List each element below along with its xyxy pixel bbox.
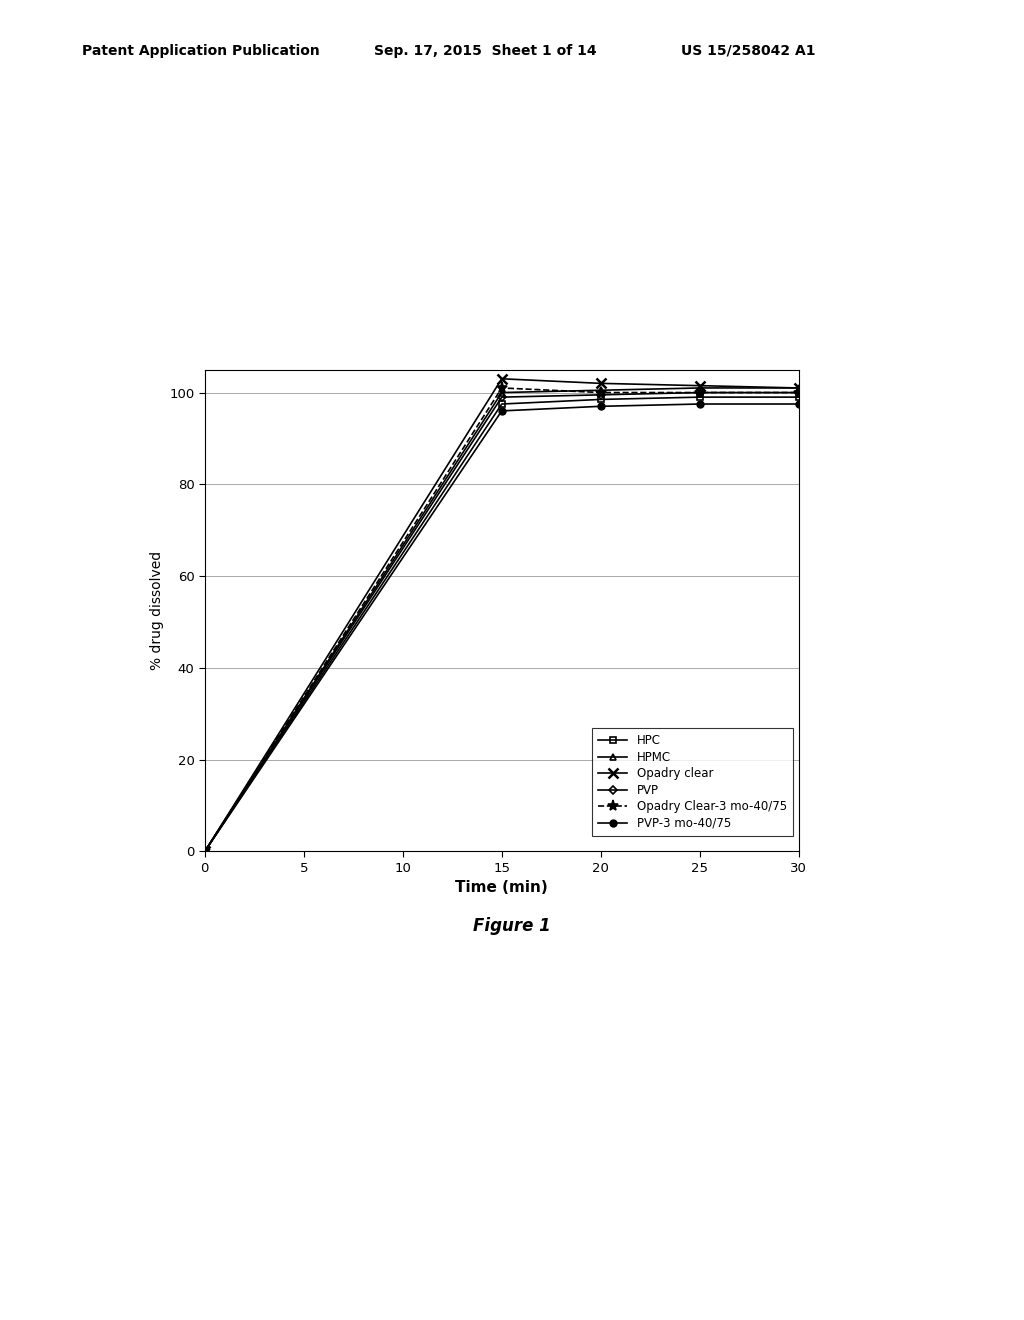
HPC: [199, 843, 211, 859]
PVP: [496, 389, 508, 405]
Legend: HPC, HPMC, Opadry clear, PVP, Opadry Clear-3 mo-40/75, PVP-3 mo-40/75: HPC, HPMC, Opadry clear, PVP, Opadry Cle…: [592, 729, 793, 836]
Text: Figure 1: Figure 1: [473, 917, 551, 936]
HPMC: [793, 380, 805, 396]
HPMC: [693, 380, 706, 396]
PVP-3 mo-40/75: [199, 843, 211, 859]
Text: Sep. 17, 2015  Sheet 1 of 14: Sep. 17, 2015 Sheet 1 of 14: [374, 44, 596, 58]
Text: US 15/258042 A1: US 15/258042 A1: [681, 44, 815, 58]
PVP-3 mo-40/75: [693, 396, 706, 412]
Opadry clear: [595, 375, 607, 391]
HPMC: [595, 383, 607, 399]
HPMC: [199, 843, 211, 859]
PVP-3 mo-40/75: [595, 399, 607, 414]
PVP: [693, 384, 706, 400]
PVP: [793, 384, 805, 400]
X-axis label: Time (min): Time (min): [456, 880, 548, 895]
Line: Opadry Clear-3 mo-40/75: Opadry Clear-3 mo-40/75: [200, 383, 804, 857]
Line: Opadry clear: Opadry clear: [200, 374, 804, 857]
HPC: [496, 396, 508, 412]
Opadry Clear-3 mo-40/75: [199, 843, 211, 859]
Line: HPMC: HPMC: [202, 384, 802, 855]
Line: PVP: PVP: [202, 389, 802, 854]
Opadry Clear-3 mo-40/75: [595, 384, 607, 400]
HPC: [693, 389, 706, 405]
HPC: [595, 392, 607, 408]
Y-axis label: % drug dissolved: % drug dissolved: [150, 550, 164, 671]
PVP-3 mo-40/75: [793, 396, 805, 412]
Line: PVP-3 mo-40/75: PVP-3 mo-40/75: [202, 400, 802, 855]
HPC: [793, 389, 805, 405]
Text: Patent Application Publication: Patent Application Publication: [82, 44, 319, 58]
PVP: [199, 843, 211, 859]
Opadry Clear-3 mo-40/75: [496, 380, 508, 396]
PVP-3 mo-40/75: [496, 403, 508, 418]
Line: HPC: HPC: [202, 393, 802, 855]
PVP: [595, 387, 607, 403]
Opadry Clear-3 mo-40/75: [793, 384, 805, 400]
Opadry clear: [793, 380, 805, 396]
Opadry clear: [693, 378, 706, 393]
Opadry clear: [199, 843, 211, 859]
HPMC: [496, 384, 508, 400]
Opadry Clear-3 mo-40/75: [693, 384, 706, 400]
Opadry clear: [496, 371, 508, 387]
